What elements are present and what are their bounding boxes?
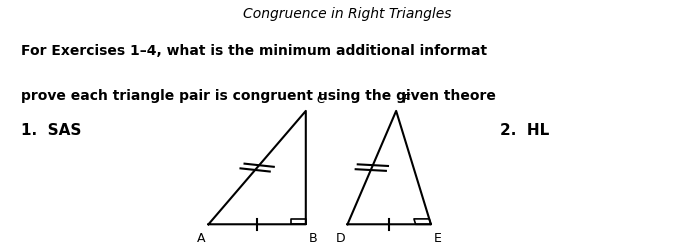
Text: B: B <box>309 232 317 245</box>
Text: Congruence in Right Triangles: Congruence in Right Triangles <box>243 7 452 21</box>
Text: D: D <box>336 232 345 245</box>
Text: F: F <box>403 93 410 106</box>
Text: prove each triangle pair is congruent using the given theore: prove each triangle pair is congruent us… <box>21 89 496 103</box>
Text: For Exercises 1–4, what is the minimum additional informat: For Exercises 1–4, what is the minimum a… <box>21 44 487 58</box>
Text: E: E <box>434 232 442 245</box>
Text: 1.  SAS: 1. SAS <box>21 123 81 138</box>
Text: 2.  HL: 2. HL <box>500 123 550 138</box>
Text: A: A <box>197 232 206 245</box>
Text: C: C <box>316 93 325 106</box>
